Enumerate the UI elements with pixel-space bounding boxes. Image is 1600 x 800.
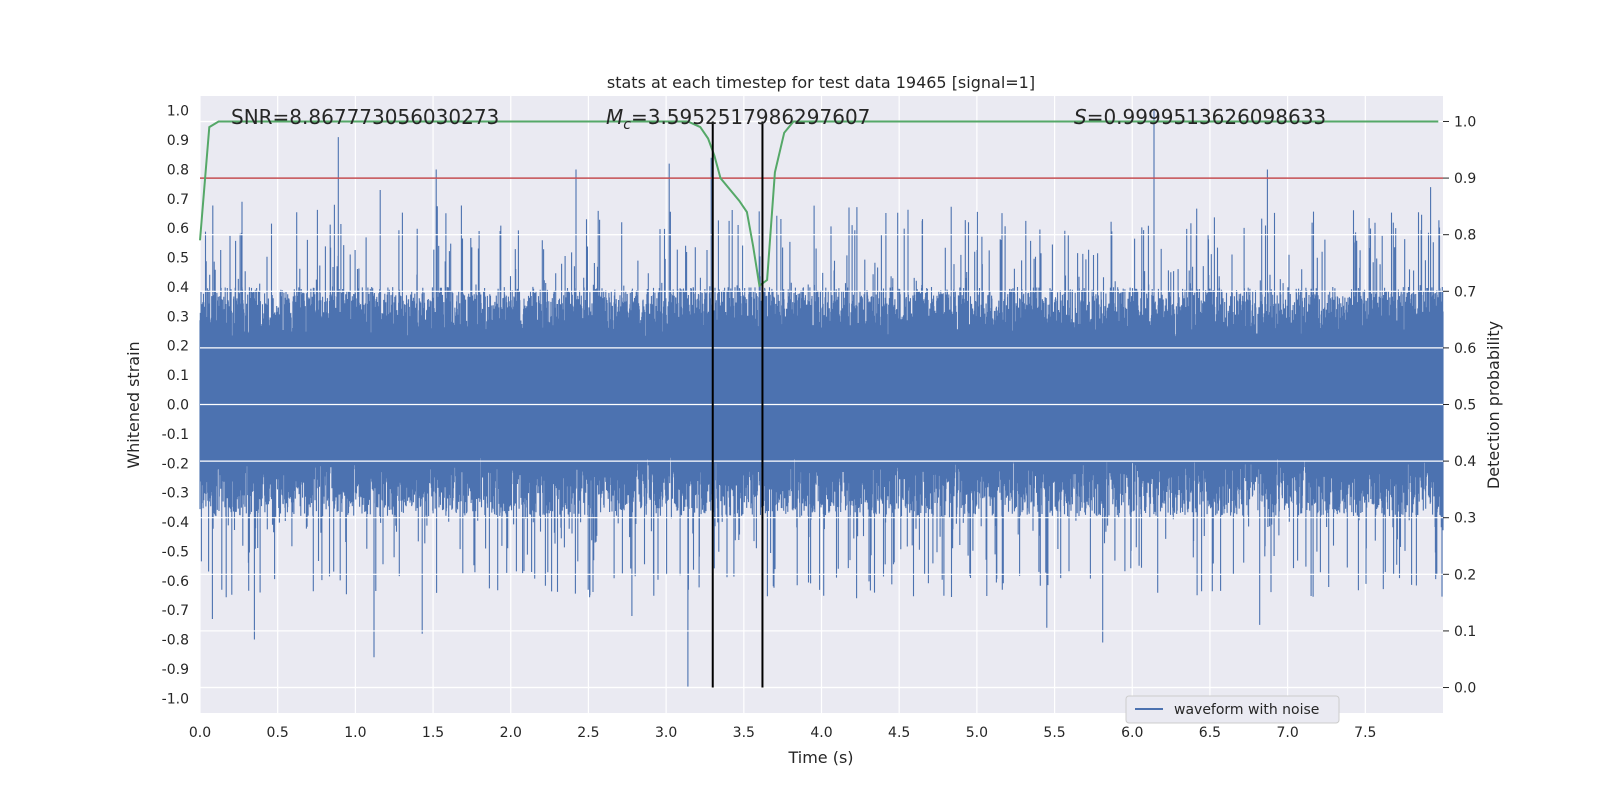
y2-tick-label: 0.4 — [1454, 454, 1476, 470]
chirp-mass-annotation: Mc=3.5952517986297607 — [606, 105, 870, 133]
chart-title: stats at each timestep for test data 194… — [607, 73, 1035, 92]
y-tick-label: 0.6 — [167, 221, 189, 237]
legend-label: waveform with noise — [1174, 702, 1319, 718]
y-tick-label: -0.3 — [162, 486, 189, 502]
x-tick-label: 7.0 — [1276, 725, 1298, 741]
y-tick-label: -0.4 — [162, 515, 189, 531]
waveform-core — [200, 339, 1443, 455]
y-tick-label: -0.7 — [162, 603, 189, 619]
overlay-lines — [199, 120, 1443, 688]
y-tick-label: -0.1 — [162, 427, 189, 443]
y2-tick-label: 0.5 — [1454, 398, 1476, 414]
y2-tick-label: 0.6 — [1454, 341, 1476, 357]
tick-labels: 0.0 0.5 1.0 1.5 2.0 2.5 3.0 3.5 4.0 4.5 5.0 5.5 6.0 6… — [162, 104, 1477, 741]
y2-tick-label: 0.9 — [1454, 171, 1476, 187]
score-value: =0.9999513626098633 — [1087, 105, 1326, 129]
x-tick-label: 7.5 — [1354, 725, 1376, 741]
x-tick-label: 3.5 — [733, 725, 755, 741]
y-tick-label: 0.4 — [167, 280, 189, 296]
legend: waveform with noise — [1125, 695, 1340, 724]
score-annotation: S=0.9999513626098633 — [1074, 105, 1326, 129]
x-tick-label: 5.0 — [966, 725, 988, 741]
y-tick-label: -0.2 — [162, 456, 189, 472]
y2-tick-label: 0.7 — [1454, 284, 1476, 300]
y-tick-label: -0.6 — [162, 574, 189, 590]
legend-box — [1125, 695, 1340, 724]
detection-probability-line — [199, 120, 1439, 288]
y-tick-label: 0.2 — [167, 339, 189, 355]
y-tick-label: -1.0 — [162, 691, 189, 707]
x-tick-label: 5.5 — [1043, 725, 1065, 741]
x-tick-label: 2.5 — [577, 725, 599, 741]
y-tick-label: -0.5 — [162, 544, 189, 560]
y-tick-label: 0.8 — [167, 162, 189, 178]
x-tick-label: 6.5 — [1199, 725, 1221, 741]
x-tick-label: 1.0 — [344, 725, 366, 741]
y-tick-label: 0.3 — [167, 309, 189, 325]
y-tick-label: 1.0 — [167, 104, 189, 120]
y2-tick-label: 0.8 — [1454, 228, 1476, 244]
x-tick-label: 4.0 — [810, 725, 832, 741]
y-tick-label: 0.5 — [167, 251, 189, 267]
y-axis-label: Whitened strain — [124, 341, 143, 468]
y2-axis-label: Detection probability — [1484, 321, 1503, 489]
y2-tick-label: 0.0 — [1454, 681, 1476, 697]
x-tick-label: 0.5 — [267, 725, 289, 741]
chirp-mass-subscript: c — [623, 117, 631, 133]
x-tick-label: 2.0 — [500, 725, 522, 741]
y-tick-label: 0.0 — [167, 398, 189, 414]
y-tick-label: 0.1 — [167, 368, 189, 384]
y-tick-label: 0.7 — [167, 192, 189, 208]
x-tick-label: 3.0 — [655, 725, 677, 741]
x-axis-label: Time (s) — [787, 748, 853, 767]
score-symbol: S — [1074, 105, 1087, 129]
x-tick-label: 1.5 — [422, 725, 444, 741]
x-tick-label: 0.0 — [189, 725, 211, 741]
y2-tick-label: 0.3 — [1454, 511, 1476, 527]
x-tick-label: 4.5 — [888, 725, 910, 741]
y2-tick-label: 0.2 — [1454, 567, 1476, 583]
y2-tick-label: 0.1 — [1454, 624, 1476, 640]
y-tick-label: -0.9 — [162, 662, 189, 678]
y-tick-label: 0.9 — [167, 133, 189, 149]
snr-annotation: SNR=8.867773056030273 — [231, 105, 499, 129]
y-tick-label: -0.8 — [162, 633, 189, 649]
chirp-mass-value: =3.5952517986297607 — [631, 105, 870, 129]
x-tick-label: 6.0 — [1121, 725, 1143, 741]
y2-tick-label: 1.0 — [1454, 114, 1476, 130]
chirp-mass-symbol: M — [606, 105, 623, 129]
